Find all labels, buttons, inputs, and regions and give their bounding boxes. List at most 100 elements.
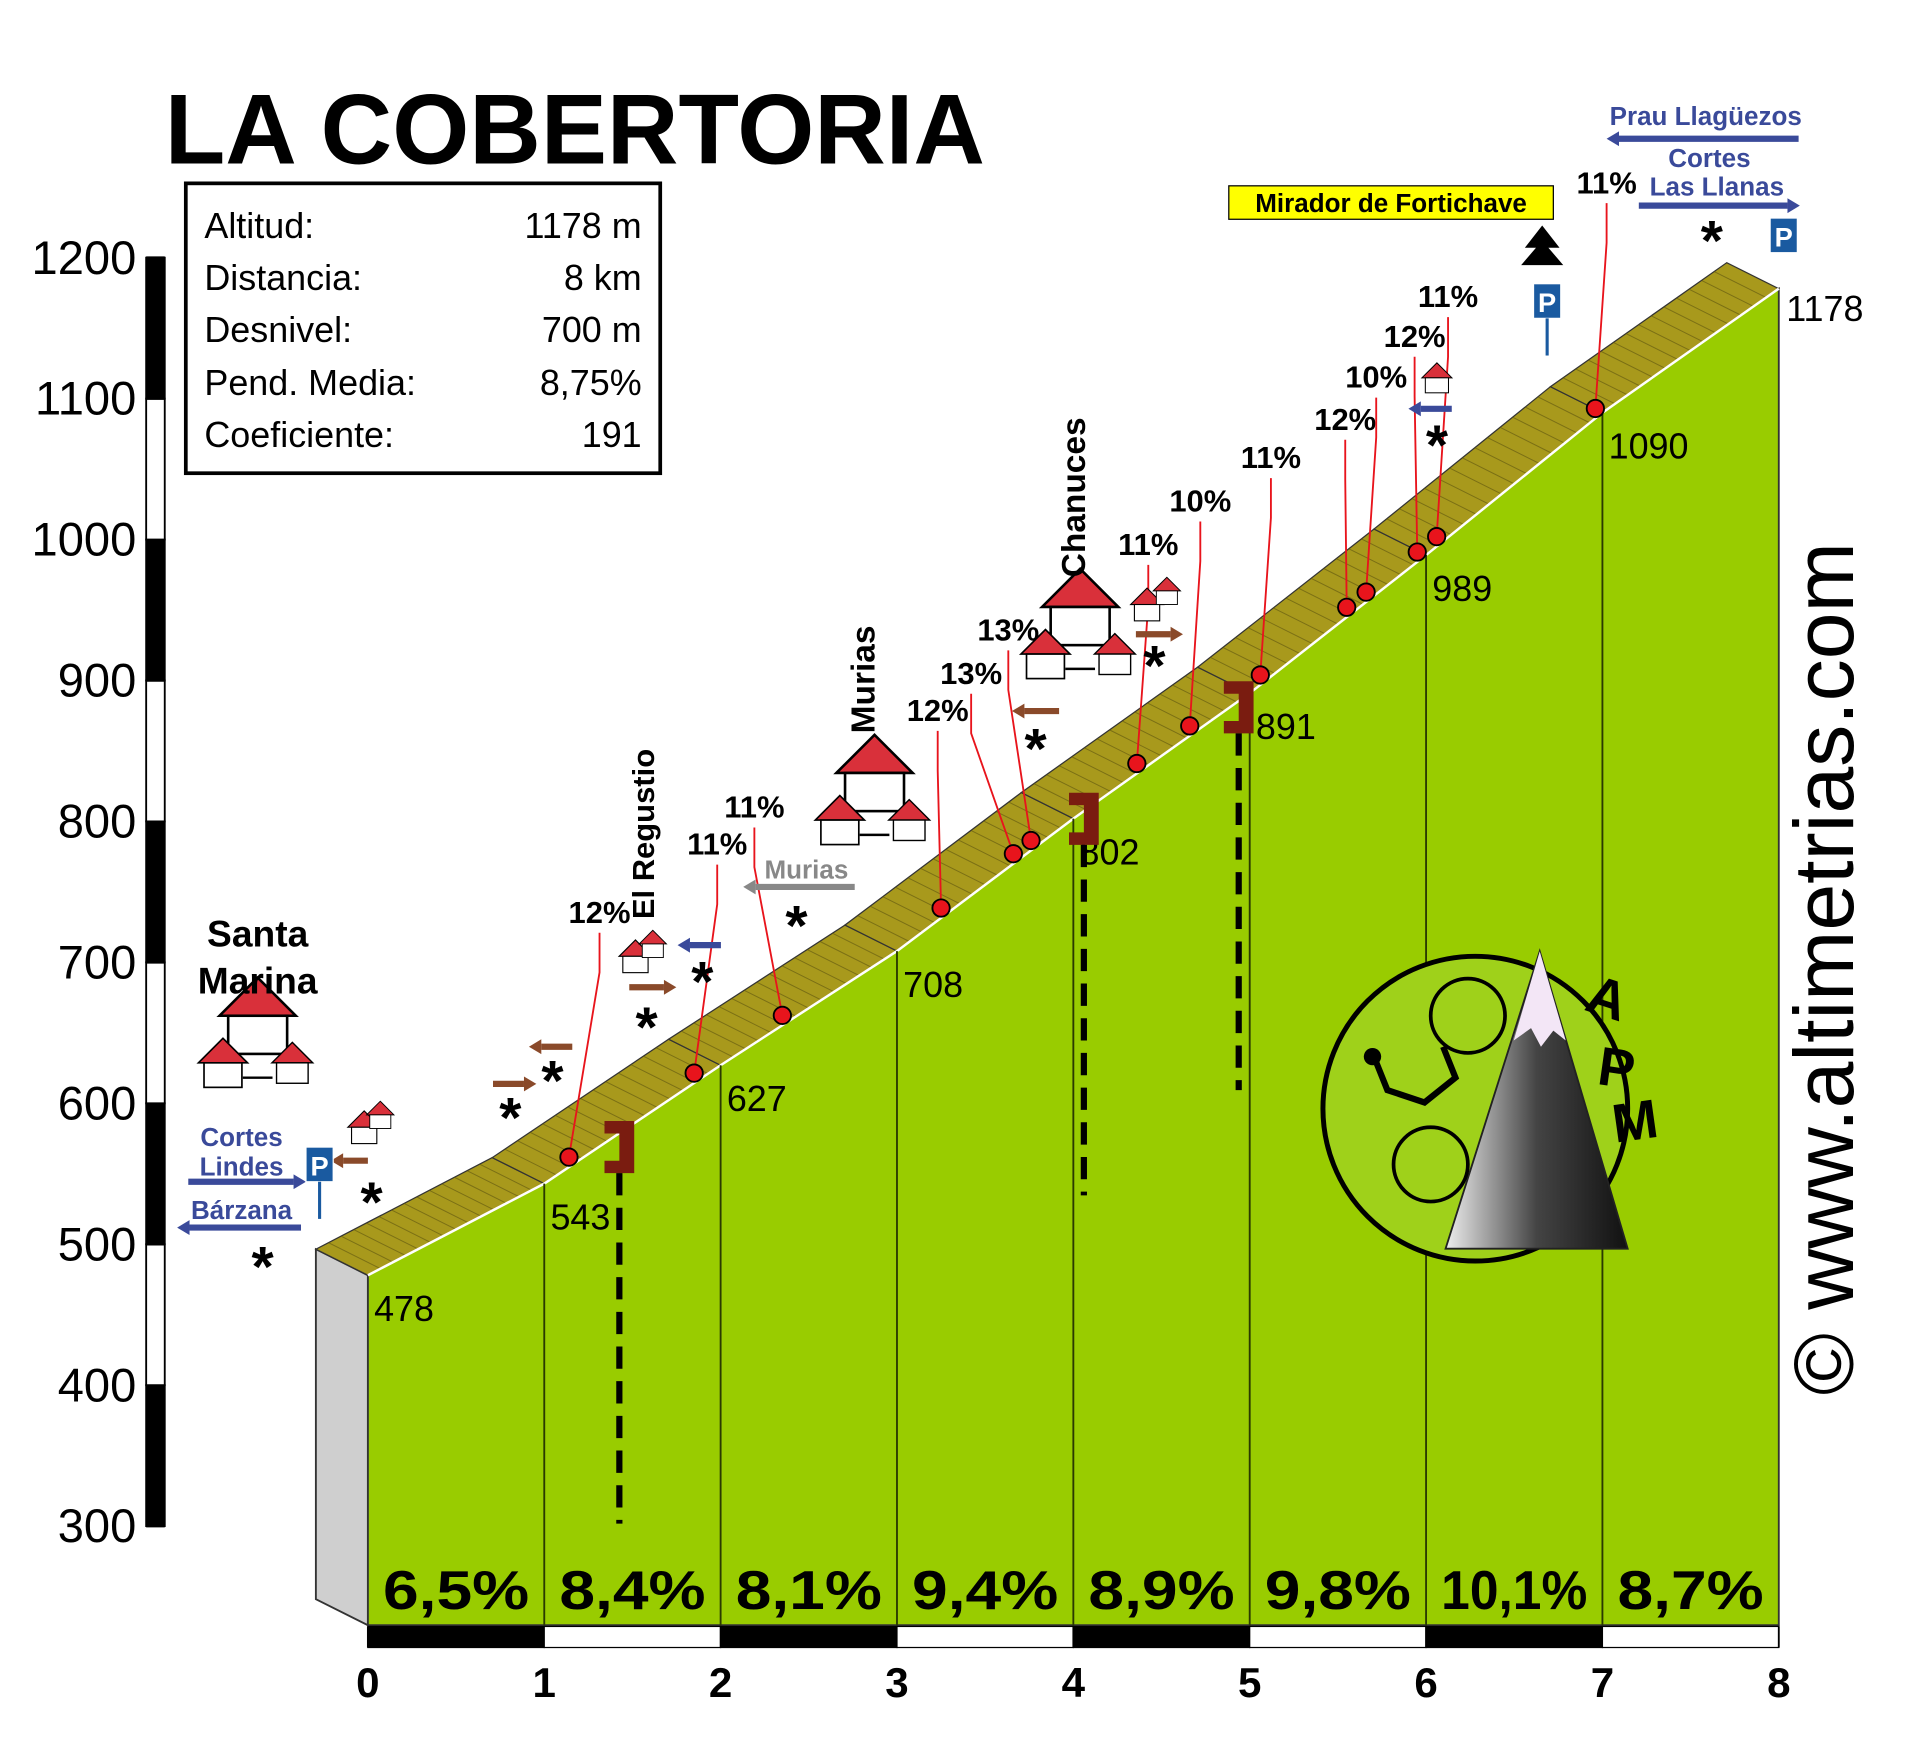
band-hatch <box>1487 437 1540 464</box>
road-arrow-head <box>330 1153 344 1169</box>
road-arrow-head <box>1606 131 1619 147</box>
chart-title: LA COBERTORIA <box>165 74 985 185</box>
ramp-dot <box>1180 716 1200 736</box>
viewpoint-star: * <box>1143 634 1166 698</box>
viewpoint-star: * <box>541 1049 564 1113</box>
place-label: Marina <box>198 959 318 1001</box>
band-hatch <box>781 965 835 993</box>
band-hatch <box>1159 693 1213 721</box>
ramp-leader <box>970 693 1015 855</box>
band-hatch <box>1524 406 1578 434</box>
band-hatch <box>366 1222 419 1250</box>
y-tick-label: 500 <box>58 1217 137 1270</box>
band-hatch <box>932 858 986 886</box>
band-hatch <box>454 1176 507 1204</box>
km-bar <box>543 1625 722 1649</box>
segment-gradient: 8,7% <box>1618 1560 1764 1621</box>
y-scale-block <box>145 1384 166 1528</box>
road-arrow-head <box>177 1220 190 1236</box>
x-tick-label: 7 <box>1591 1659 1614 1706</box>
y-tick-label: 800 <box>58 795 137 848</box>
band-hatch <box>806 949 860 976</box>
y-scale-block <box>145 538 166 682</box>
band-hatch <box>1676 297 1729 325</box>
band-hatch <box>1260 617 1313 645</box>
y-tick-label: 1200 <box>32 231 137 284</box>
house-wall <box>1133 603 1161 622</box>
x-tick-label: 4 <box>1062 1659 1086 1706</box>
ramp-label: 12% <box>569 895 631 930</box>
ramp-label: 11% <box>1576 165 1636 200</box>
y-scale-block <box>145 1243 166 1387</box>
viewpoint-star: * <box>1426 414 1449 478</box>
elevation-label: 989 <box>1432 568 1492 609</box>
info-label: Altitud: <box>204 205 314 246</box>
house-roof <box>833 732 916 775</box>
house-wall <box>1025 653 1066 680</box>
km-bar <box>896 1625 1074 1649</box>
house-wall <box>369 1114 392 1129</box>
elevation-label: 478 <box>374 1288 434 1329</box>
band-hatch <box>1638 324 1691 352</box>
info-value: 8,75% <box>540 362 642 403</box>
segment-gradient: 10,1% <box>1441 1560 1587 1621</box>
band-hatch <box>1600 350 1654 378</box>
house-icon <box>1420 362 1454 394</box>
house-roof <box>638 929 668 945</box>
band-hatch <box>869 905 923 933</box>
km-bar <box>1601 1625 1780 1649</box>
road-sign-label: Las Llanas <box>1650 172 1784 202</box>
band-hatch <box>920 867 973 895</box>
logo-wheel <box>1428 976 1507 1055</box>
segment-gradient: 6,5% <box>383 1560 529 1621</box>
band-hatch <box>1562 377 1616 405</box>
band-hatch <box>958 839 1011 867</box>
band-hatch <box>1713 271 1767 298</box>
logo-letter: P <box>1594 1035 1638 1100</box>
band-hatch <box>882 896 935 924</box>
house-icon <box>270 1041 315 1084</box>
ramp-label: 11% <box>1118 527 1178 562</box>
ramp-dot <box>1585 398 1605 419</box>
house-icon <box>833 732 916 813</box>
parking-letter: P <box>310 1151 328 1182</box>
ramp-label: 11% <box>1241 440 1301 475</box>
house-wall <box>226 1014 289 1056</box>
parking-letter: P <box>1775 222 1793 253</box>
band-hatch <box>1084 747 1137 775</box>
elevation-label: 708 <box>903 964 963 1005</box>
y-scale-block <box>145 397 166 541</box>
logo-snow <box>1513 951 1566 1047</box>
band-hatch <box>1109 729 1162 757</box>
ramp-label: 11% <box>724 790 784 825</box>
ramp-leader <box>753 827 784 1016</box>
y-scale-block <box>145 1102 166 1246</box>
y-tick-label: 1100 <box>35 372 136 425</box>
band-hatch <box>718 1006 772 1034</box>
info-value: 8 km <box>564 257 642 298</box>
band-hatch <box>1449 467 1502 495</box>
road-arrow-head <box>677 937 690 953</box>
band-hatch <box>429 1189 482 1217</box>
house-wall <box>843 771 906 813</box>
info-label: Coeficiente: <box>204 414 394 455</box>
band-hatch <box>592 1089 646 1117</box>
x-tick-label: 5 <box>1238 1659 1261 1706</box>
band-hatch <box>995 811 1049 838</box>
segment-gradient: 8,1% <box>736 1560 882 1621</box>
band-hatch <box>1033 783 1087 811</box>
parking-sign <box>305 1146 334 1183</box>
band-hatch <box>1134 711 1187 739</box>
parking-sign <box>1532 283 1562 319</box>
band-hatch <box>1625 333 1679 360</box>
band-hatch <box>1348 548 1402 576</box>
band-hatch <box>1008 801 1061 829</box>
ramp-dot <box>684 1063 704 1083</box>
y-scale-block <box>145 820 166 964</box>
band-hatch <box>517 1140 570 1168</box>
band-hatch <box>1512 416 1565 444</box>
band-hatch <box>542 1123 595 1151</box>
band-hatch <box>819 940 873 968</box>
parking-letter: P <box>1538 287 1556 318</box>
